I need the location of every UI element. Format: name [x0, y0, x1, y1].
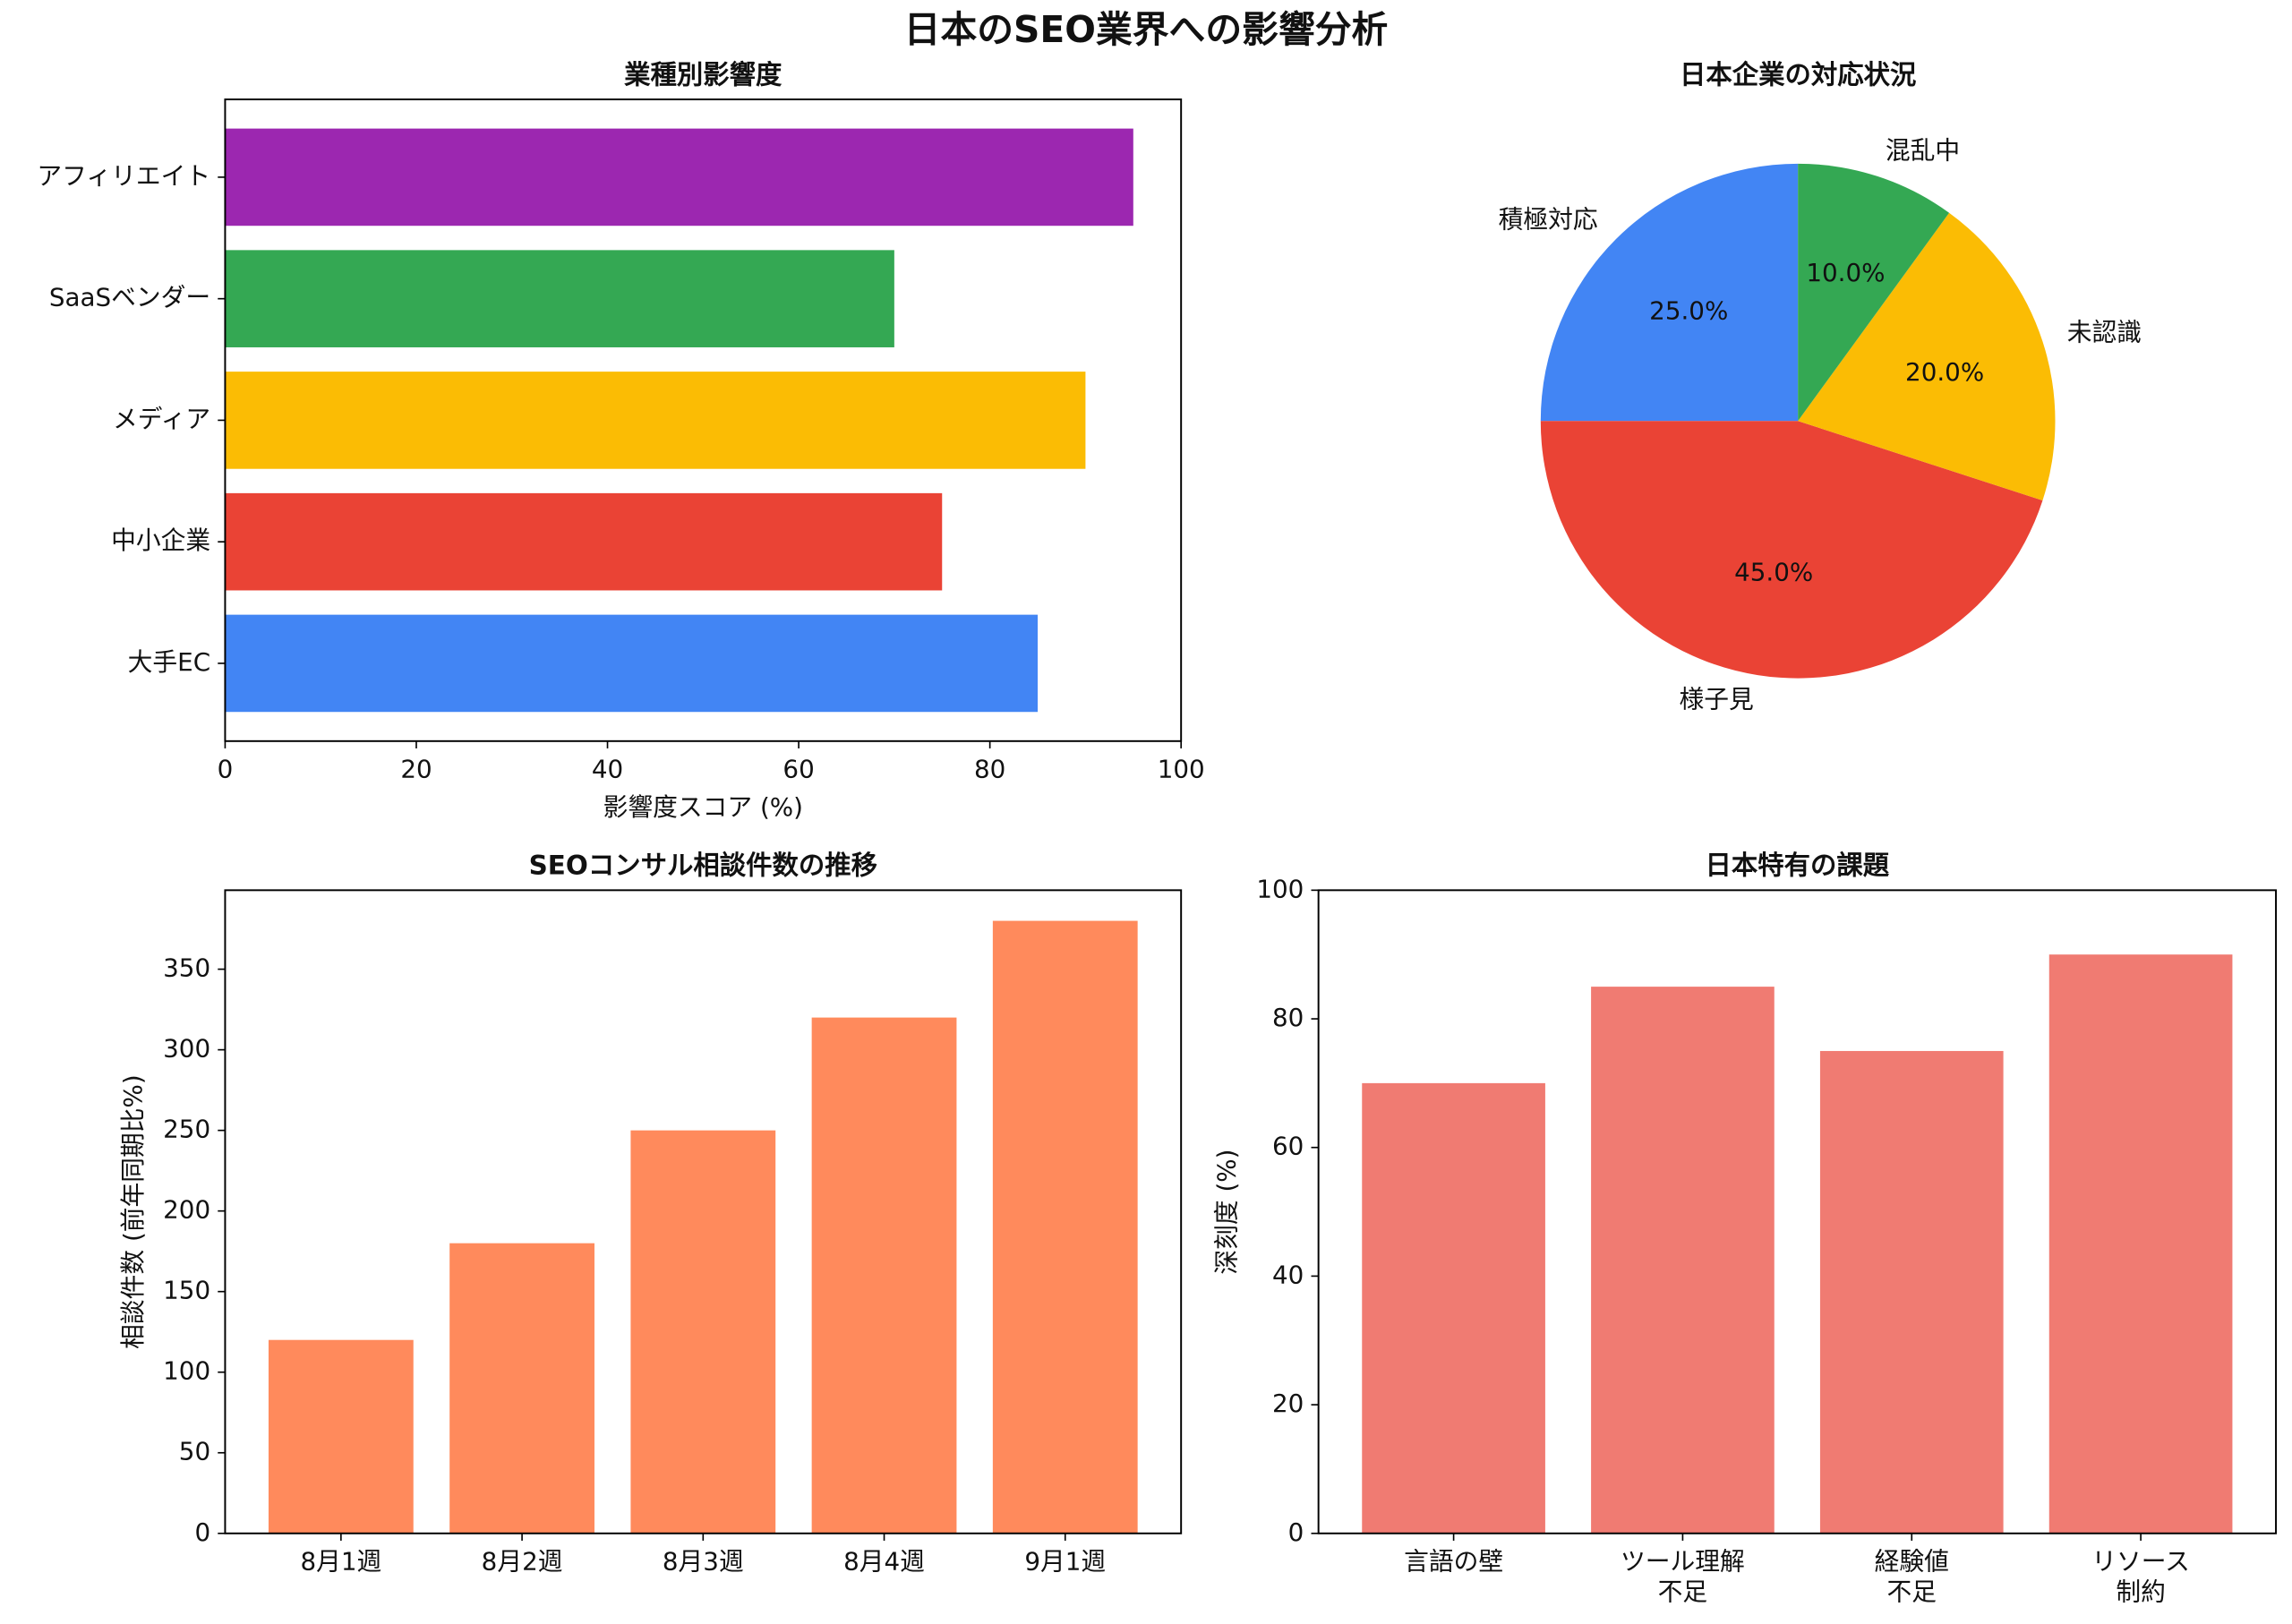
x-tick-label: 9月1週	[1024, 1546, 1106, 1576]
x-tick-label: 8月4週	[843, 1546, 925, 1576]
axes-frame	[1317, 889, 2278, 1534]
x-tick-label: ツール理解不足	[1621, 1546, 1745, 1606]
y-tick-label: 0	[194, 1517, 210, 1547]
y-tick-label: 200	[163, 1195, 210, 1225]
bar	[449, 1243, 594, 1534]
y-tick-label: 350	[163, 953, 210, 983]
bar	[630, 1130, 776, 1534]
x-tick-label: 8月1週	[300, 1546, 381, 1576]
bar	[268, 1339, 414, 1534]
x-tick-label: リソース制約	[2091, 1546, 2190, 1606]
x-axis-label: 影響度スコア (%)	[603, 792, 803, 822]
y-tick-label: 100	[1256, 874, 1304, 903]
slice-value: 45.0%	[1734, 558, 1813, 587]
y-tick-label: 40	[1272, 1260, 1304, 1289]
y-tick-label: 100	[163, 1356, 210, 1386]
bar	[1819, 1050, 2004, 1534]
bar	[2048, 954, 2233, 1534]
axes-frame	[224, 889, 1183, 1534]
y-tick-label: アフィリエイト	[37, 161, 210, 191]
bar	[1362, 1082, 1545, 1534]
pie-slice	[1798, 163, 1950, 422]
y-tick-label: メディア	[113, 404, 210, 433]
y-tick-label: 20	[1272, 1389, 1304, 1418]
chart-title: 日本特有の課題	[1706, 850, 1890, 881]
bar	[225, 250, 894, 347]
y-tick-label: 80	[1272, 1003, 1304, 1032]
slice-value: 20.0%	[1905, 357, 1984, 387]
x-tick-label: 100	[1158, 754, 1205, 783]
x-tick-label: 8月2週	[482, 1546, 563, 1576]
slice-label: 混乱中	[1886, 136, 1960, 166]
x-tick-label: 20	[400, 754, 432, 783]
pie-slice	[1540, 163, 1799, 422]
slice-value: 25.0%	[1649, 295, 1728, 325]
x-tick-label: 40	[592, 754, 623, 783]
pie-slice	[1540, 421, 2043, 679]
bar	[811, 1017, 957, 1534]
bar	[992, 920, 1138, 1534]
figure-title: 日本のSEO業界への影響分析	[904, 8, 1389, 51]
bar	[225, 372, 1086, 469]
x-tick-label: 言語の壁	[1404, 1546, 1503, 1576]
y-tick-label: 0	[1288, 1517, 1304, 1547]
x-tick-label: 60	[783, 754, 814, 783]
x-tick-label: 0	[218, 754, 234, 783]
y-tick-label: SaaSベンダー	[49, 283, 210, 312]
slice-label: 様子見	[1679, 684, 1753, 714]
y-axis-label: 相談件数 (前年同期比%)	[118, 1074, 148, 1349]
y-tick-label: 300	[163, 1034, 210, 1064]
x-tick-label: 経験値不足	[1875, 1546, 1949, 1606]
axes-frame	[224, 98, 1183, 742]
y-tick-label: 大手EC	[128, 647, 210, 677]
bar	[225, 492, 943, 591]
chart-title: 日本企業の対応状況	[1680, 59, 1916, 90]
chart-title: 業種別影響度	[624, 59, 783, 90]
y-tick-label: 250	[163, 1115, 210, 1144]
y-tick-label: 中小企業	[111, 526, 210, 555]
y-tick-label: 50	[179, 1437, 210, 1466]
slice-label: 未認識	[2067, 318, 2142, 347]
slice-value: 10.0%	[1806, 258, 1885, 287]
x-tick-label: 8月3週	[663, 1546, 744, 1576]
bar	[225, 614, 1039, 713]
x-tick-label: 80	[974, 754, 1005, 783]
pie-slice	[1798, 212, 2056, 501]
bar	[225, 128, 1133, 227]
chart-title: SEOコンサル相談件数の推移	[529, 850, 877, 881]
y-tick-label: 60	[1272, 1132, 1304, 1161]
bar	[1591, 987, 1775, 1534]
y-axis-label: 深刻度 (%)	[1211, 1150, 1241, 1275]
slice-label: 積極対応	[1499, 205, 1598, 235]
y-tick-label: 150	[163, 1276, 210, 1305]
